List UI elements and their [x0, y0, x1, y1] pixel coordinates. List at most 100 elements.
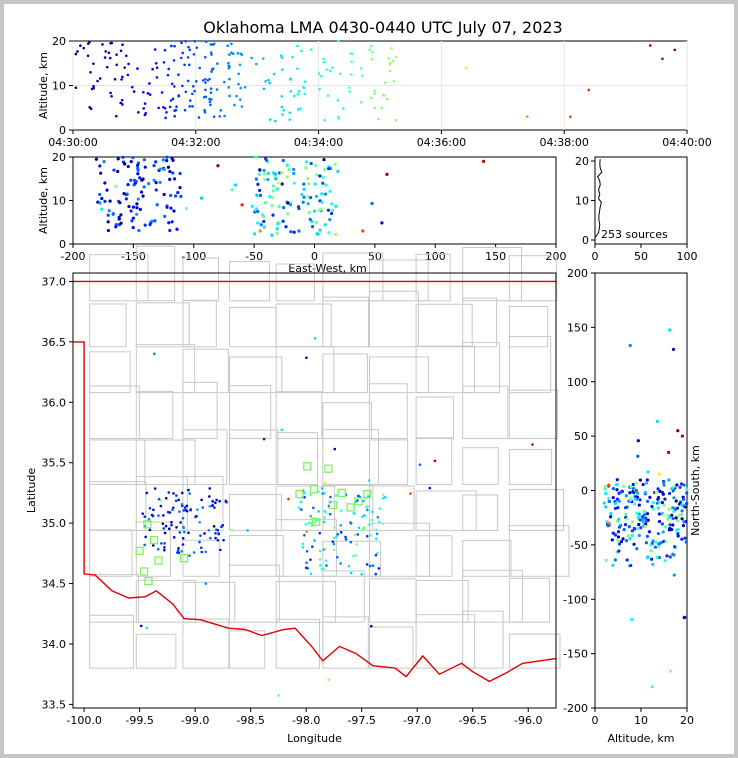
map-point: [181, 543, 185, 546]
time-height-point: [163, 48, 167, 52]
east-west-point: [100, 196, 104, 201]
north-south-point: [645, 499, 650, 503]
map-point: [175, 551, 179, 554]
map-point: [531, 443, 534, 446]
time-height-point: [373, 92, 376, 95]
east-west-point: [106, 213, 110, 217]
time-height-point: [377, 117, 380, 121]
map-ytick-label: 36.0: [42, 396, 67, 409]
east-west-point: [282, 205, 286, 210]
east-west-point: [108, 199, 112, 203]
map-point: [349, 522, 353, 525]
time-height-point: [157, 106, 161, 110]
time-height-point: [92, 86, 95, 90]
time-height-point: [193, 89, 196, 93]
time-height-point: [210, 98, 213, 101]
time-height-point: [109, 41, 112, 45]
time-height-point: [181, 51, 185, 55]
time-height-point: [179, 56, 183, 60]
north-south-point: [632, 526, 636, 531]
time-height-point: [203, 55, 207, 59]
east-west-point: [284, 225, 288, 229]
map-point: [175, 494, 178, 497]
north-south-point: [616, 535, 621, 539]
north-south-point: [674, 499, 678, 503]
time-height-point: [243, 85, 247, 89]
time-height-point: [267, 78, 270, 82]
north-south-point: [680, 509, 684, 513]
time-height-point: [288, 111, 292, 115]
county-outline: [182, 299, 217, 348]
north-south-point: [607, 521, 611, 525]
map-point: [189, 508, 192, 512]
map-point: [370, 518, 374, 522]
county-outline: [182, 429, 228, 485]
time-height-point: [142, 107, 146, 110]
map-point: [198, 520, 201, 524]
north-south-point: [637, 522, 641, 527]
east-west-point: [169, 193, 173, 198]
time-height-point: [148, 93, 152, 96]
east-west-point: [142, 158, 146, 162]
time-height-point: [166, 73, 170, 77]
time-height-point: [115, 63, 118, 67]
east-west-point: [380, 221, 384, 225]
east-west-point: [262, 168, 266, 173]
east-west-xtick-label: 0: [311, 250, 318, 263]
map-point: [280, 428, 284, 432]
map-point: [333, 526, 336, 529]
east-west-point: [165, 155, 169, 159]
east-west-point: [266, 177, 270, 182]
north-south-point: [611, 487, 615, 491]
time-height-point: [110, 94, 113, 98]
map-point: [181, 516, 185, 520]
east-west-point: [313, 182, 317, 186]
altitude-histogram-xtick-label: 0: [592, 250, 599, 263]
map-point: [309, 572, 313, 576]
map-point: [287, 497, 290, 501]
north-south-point: [603, 484, 607, 488]
time-height-point: [115, 53, 118, 56]
time-height-point: [368, 48, 371, 52]
time-height-point: [349, 52, 353, 56]
source-count-label: 253 sources: [601, 228, 668, 241]
north-south-point: [664, 539, 668, 543]
altitude-histogram-xtick-label: 50: [634, 250, 648, 263]
time-height-point: [120, 78, 123, 81]
time-height-point: [262, 87, 266, 91]
map-point: [143, 515, 147, 518]
time-height-point: [74, 86, 78, 90]
north-south-point: [644, 516, 648, 520]
time-height-point: [292, 94, 296, 98]
east-west-point: [179, 194, 183, 199]
east-west-point: [257, 172, 261, 176]
east-west-point: [255, 193, 259, 197]
north-south-point: [660, 522, 664, 526]
map-point: [180, 502, 184, 506]
north-south-point: [645, 534, 650, 539]
map-point: [374, 553, 378, 557]
east-west-point: [309, 196, 313, 200]
east-west-point: [268, 195, 272, 199]
map-point: [183, 530, 186, 534]
time-height-ylabel: Altitude, km: [37, 52, 50, 119]
time-height-point: [272, 72, 276, 76]
time-height-point: [155, 76, 159, 79]
time-height-xtick-label: 04:34:00: [294, 136, 343, 149]
time-height-point: [255, 62, 258, 66]
map-point: [199, 546, 203, 550]
north-south-point: [655, 419, 659, 424]
east-west-point: [98, 164, 102, 168]
map-point: [317, 510, 320, 513]
map-point: [148, 528, 152, 532]
county-outline: [462, 342, 501, 394]
time-height-point: [215, 88, 219, 91]
north-south-point: [645, 512, 650, 516]
map-point: [297, 506, 301, 510]
time-height-point: [338, 72, 342, 75]
map-point: [172, 492, 175, 495]
north-south-point: [653, 545, 657, 549]
time-height-point: [341, 107, 345, 110]
east-west-point: [127, 204, 131, 209]
north-south-point: [630, 533, 634, 537]
